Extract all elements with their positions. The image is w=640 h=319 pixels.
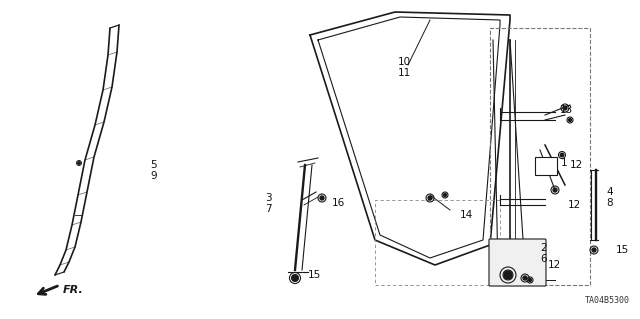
Text: 3: 3 <box>265 193 271 203</box>
Text: 15: 15 <box>616 245 629 255</box>
Circle shape <box>560 153 564 157</box>
Circle shape <box>292 275 298 281</box>
Text: 10: 10 <box>398 57 411 67</box>
Text: TA04B5300: TA04B5300 <box>585 296 630 305</box>
Circle shape <box>77 162 80 164</box>
Text: 11: 11 <box>398 68 412 78</box>
Text: 6: 6 <box>540 254 547 264</box>
Text: 1: 1 <box>561 158 568 168</box>
Circle shape <box>320 196 324 200</box>
Text: 4: 4 <box>606 187 612 197</box>
Text: 5: 5 <box>150 160 157 170</box>
Text: 13: 13 <box>560 105 573 115</box>
Circle shape <box>293 276 297 280</box>
Text: 2: 2 <box>540 243 547 253</box>
Text: 9: 9 <box>150 171 157 181</box>
Text: 14: 14 <box>460 210 473 220</box>
Circle shape <box>592 248 596 252</box>
Text: 8: 8 <box>606 198 612 208</box>
Circle shape <box>529 278 531 281</box>
Text: 12: 12 <box>548 260 561 270</box>
Circle shape <box>523 276 527 280</box>
Circle shape <box>444 194 447 197</box>
Circle shape <box>563 106 567 110</box>
Text: 15: 15 <box>308 270 321 280</box>
Circle shape <box>428 196 432 200</box>
Text: 16: 16 <box>332 198 345 208</box>
Circle shape <box>506 272 511 278</box>
Bar <box>375 200 500 285</box>
Bar <box>535 157 557 175</box>
Text: FR.: FR. <box>63 285 84 295</box>
Circle shape <box>568 118 572 122</box>
Bar <box>490 28 590 285</box>
Text: 12: 12 <box>568 200 581 210</box>
Circle shape <box>504 271 512 279</box>
Text: 7: 7 <box>265 204 271 214</box>
Text: 12: 12 <box>570 160 583 170</box>
FancyBboxPatch shape <box>489 239 546 286</box>
Circle shape <box>553 188 557 192</box>
